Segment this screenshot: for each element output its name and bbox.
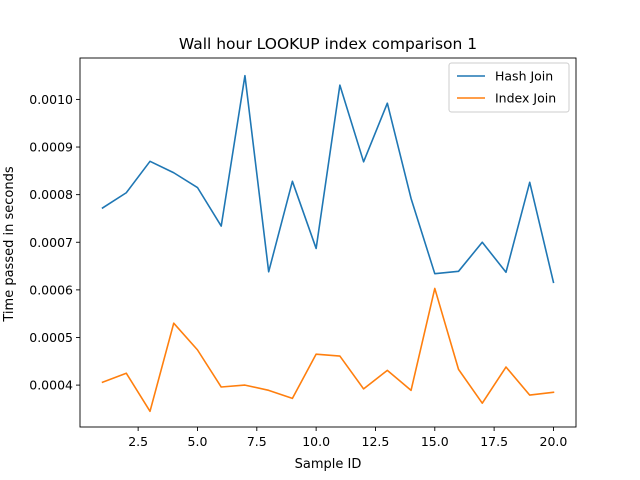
x-tick-label: 5.0 <box>188 434 208 449</box>
y-tick-label: 0.0004 <box>29 378 73 393</box>
x-tick-label: 10.0 <box>302 434 330 449</box>
plot-area <box>101 74 555 413</box>
x-tick-label: 2.5 <box>128 434 148 449</box>
y-tick-label: 0.0010 <box>29 92 73 107</box>
y-tick-label: 0.0006 <box>29 282 73 297</box>
x-tick-label: 17.5 <box>480 434 508 449</box>
x-tick-label: 7.5 <box>247 434 267 449</box>
legend-label-2: Index Join <box>495 91 556 106</box>
axes: 2.5 5.0 7.5 10.0 12.5 15.0 17.5 20.0 0.0004 0.000… <box>29 57 577 449</box>
y-tick-label: 0.0007 <box>29 235 73 250</box>
y-tick-label: 0.0008 <box>29 187 73 202</box>
legend-label-1: Hash Join <box>495 69 553 84</box>
series-line-1 <box>101 74 555 284</box>
x-axis-label: Sample ID <box>295 457 362 472</box>
x-tick-label: 20.0 <box>540 434 568 449</box>
legend: Hash Join Index Join <box>448 62 570 113</box>
y-tick-label: 0.0009 <box>29 140 73 155</box>
y-tick-label: 0.0005 <box>29 330 73 345</box>
series-line-2 <box>101 287 555 413</box>
x-tick-label: 12.5 <box>362 434 390 449</box>
chart-title: Wall hour LOOKUP index comparison 1 <box>179 35 477 53</box>
x-tick-label: 15.0 <box>421 434 449 449</box>
y-axis-label: Time passed in seconds <box>2 166 17 322</box>
